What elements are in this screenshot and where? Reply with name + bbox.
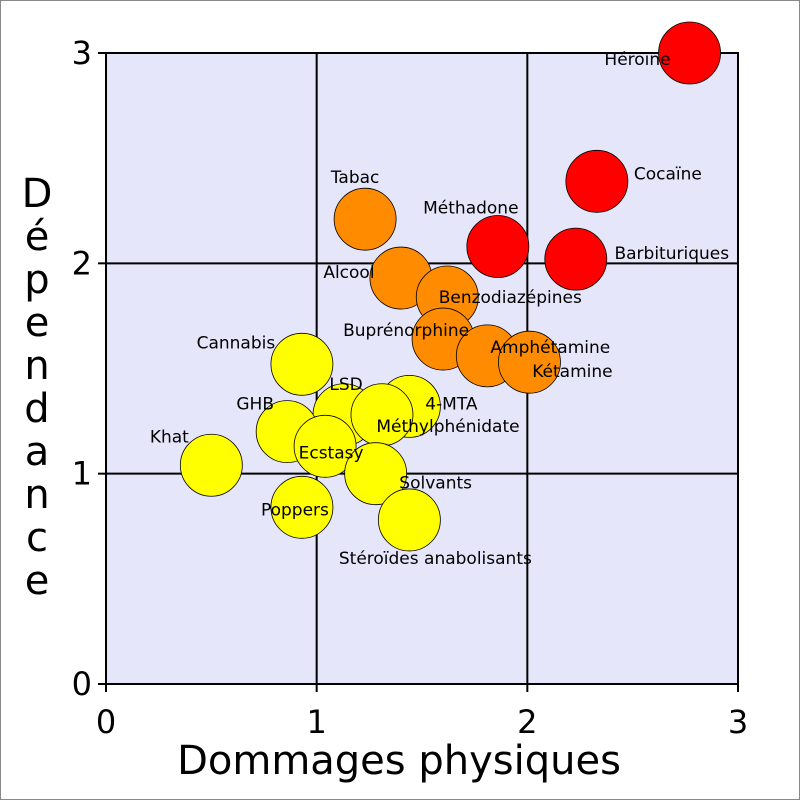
point xyxy=(179,433,243,497)
point-label: Méthylphénidate xyxy=(376,417,519,437)
point-label: Tabac xyxy=(330,168,380,188)
point-label: Benzodiazépines xyxy=(439,288,582,308)
point xyxy=(293,414,357,478)
y-tick-label: 2 xyxy=(72,244,92,282)
plot-background xyxy=(106,53,738,684)
point xyxy=(498,330,561,394)
point xyxy=(466,215,530,278)
point-label: Buprénorphine xyxy=(343,321,469,341)
point xyxy=(270,332,334,396)
point-label: Khat xyxy=(150,427,189,447)
x-tick-label: 1 xyxy=(306,703,326,741)
point-label: Héroïne xyxy=(604,50,670,70)
point-label: Méthadone xyxy=(423,199,518,219)
point-label: Poppers xyxy=(261,500,329,520)
point xyxy=(270,475,334,539)
y-axis-label: Dépendance xyxy=(14,171,60,601)
point xyxy=(344,442,408,506)
point-label: Solvants xyxy=(399,474,472,494)
point xyxy=(565,149,629,213)
point-label: Ecstasy xyxy=(299,443,364,463)
point-label: 4-MTA xyxy=(425,394,478,414)
point-label: Cocaïne xyxy=(634,164,702,184)
point-label: Cannabis xyxy=(197,333,276,353)
x-axis-label: Dommages physiques xyxy=(177,738,621,784)
point-label: Stéroïdes anabolisants xyxy=(339,549,532,569)
point-label: LSD xyxy=(329,375,362,395)
point-label: Amphétamine xyxy=(490,338,610,358)
y-tick-label: 1 xyxy=(72,455,92,493)
point-label: Alcool xyxy=(323,263,374,283)
point-label: GHB xyxy=(236,395,274,415)
x-tick-label: 3 xyxy=(728,703,748,741)
y-tick-label: 3 xyxy=(72,34,92,72)
point xyxy=(658,21,721,85)
x-tick-label: 2 xyxy=(517,703,537,741)
plot-frame xyxy=(105,52,739,685)
x-tick-label: 0 xyxy=(96,703,116,741)
point xyxy=(544,227,608,291)
point xyxy=(333,187,397,251)
point-label: Kétamine xyxy=(532,362,612,382)
point-label: Barbituriques xyxy=(614,244,729,264)
point xyxy=(377,488,441,552)
y-tick-label: 0 xyxy=(72,665,92,703)
